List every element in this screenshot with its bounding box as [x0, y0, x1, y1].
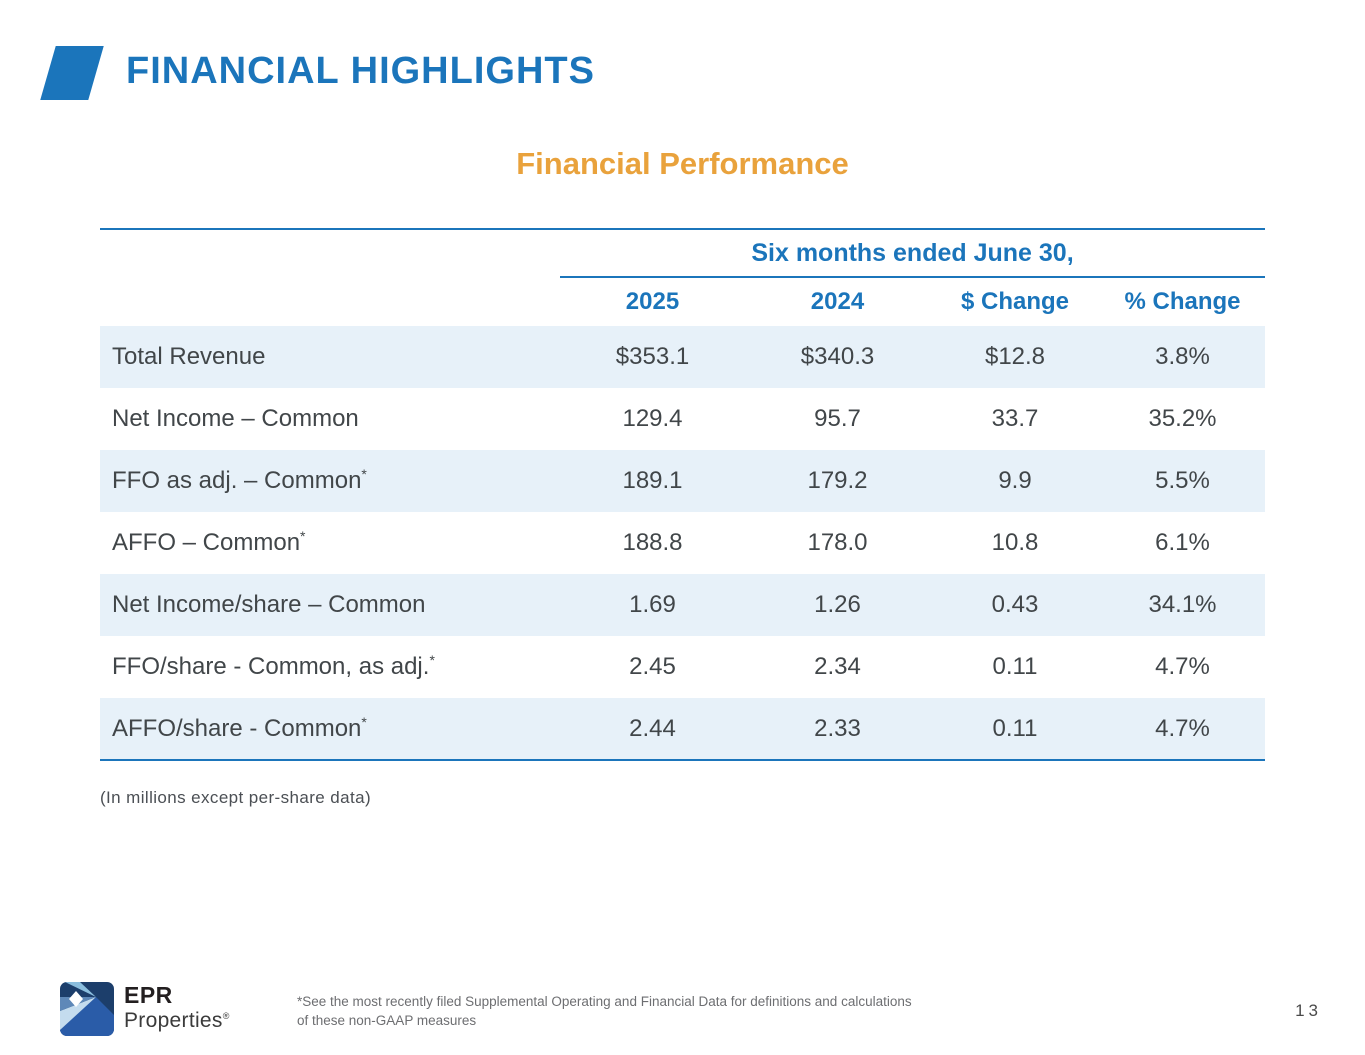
asterisk-footnote-marker: * — [429, 652, 435, 668]
footnote-line-1: *See the most recently filed Supplementa… — [297, 994, 912, 1009]
row-label: FFO as adj. – Common* — [112, 466, 367, 494]
asterisk-footnote-marker: * — [300, 528, 306, 544]
brand-text: EPR Properties® — [124, 982, 230, 1032]
row-label: AFFO/share - Common* — [100, 698, 560, 761]
value-cell: 3.8% — [1155, 343, 1210, 370]
table-row: Total Revenue $353.1 $340.3 $12.8 3.8% — [100, 326, 1265, 388]
value-cell: $340.3 — [800, 343, 875, 370]
value-cell: $353.1 — [615, 343, 690, 370]
financial-performance-table: Six months ended June 30, 2025 2024 $ Ch… — [100, 228, 1265, 761]
row-label: FFO/share - Common, as adj.* — [112, 652, 435, 680]
value-cell: 5.5% — [1155, 467, 1210, 494]
registered-mark: ® — [222, 1011, 230, 1021]
col-header-2025: 2025 — [625, 288, 680, 315]
table-body: Total Revenue $353.1 $340.3 $12.8 3.8% Net In… — [100, 326, 1265, 761]
col-header-dollar-change: $ Change — [960, 288, 1070, 315]
value-cell: 179.2 — [807, 467, 868, 494]
table-row: FFO as adj. – Common* 189.1 179.2 9.9 5.5% — [100, 450, 1265, 512]
value-cell: 1.69 — [629, 591, 676, 618]
row-label: AFFO – Common* — [112, 528, 306, 556]
value-cell: 10.8 — [991, 529, 1039, 556]
value-cell: 2.33 — [745, 698, 930, 761]
value-cell: 4.7% — [1155, 653, 1210, 680]
footnote-line-2: of these non-GAAP measures — [297, 1012, 477, 1028]
slide-subtitle: Financial Performance — [516, 146, 849, 181]
value-cell: 189.1 — [622, 467, 683, 494]
row-label: Net Income/share – Common — [112, 591, 426, 618]
value-cell: 129.4 — [622, 405, 683, 432]
value-cell: 0.43 — [991, 591, 1039, 618]
epr-logo-icon — [60, 982, 114, 1036]
table-row: FFO/share - Common, as adj.* 2.45 2.34 0.11… — [100, 636, 1265, 698]
value-cell: 2.44 — [560, 698, 745, 761]
value-cell: 34.1% — [1148, 591, 1217, 618]
value-cell: 33.7 — [991, 405, 1039, 432]
col-header-percent-change: % Change — [1124, 288, 1241, 315]
page-number: 13 — [1295, 1001, 1322, 1020]
value-cell: $12.8 — [984, 343, 1046, 370]
col-header-2024: 2024 — [810, 288, 865, 315]
units-note: (In millions except per-share data) — [100, 788, 372, 807]
title-marker-parallelogram-icon — [40, 46, 104, 100]
span-header: Six months ended June 30, — [560, 228, 1265, 278]
asterisk-footnote-marker: * — [361, 466, 367, 482]
row-label: Net Income – Common — [112, 405, 359, 432]
value-cell: 2.45 — [629, 653, 676, 680]
table-column-header-row: 2025 2024 $ Change % Change — [100, 277, 1265, 326]
asterisk-footnote-marker: * — [361, 713, 367, 730]
value-cell: 2.34 — [814, 653, 861, 680]
brand-name: EPR — [124, 982, 173, 1008]
value-cell: 95.7 — [814, 405, 861, 432]
table-row: Net Income – Common 129.4 95.7 33.7 35.2% — [100, 388, 1265, 450]
row-label: Total Revenue — [112, 343, 266, 370]
value-cell: 9.9 — [998, 467, 1032, 494]
page-title: FINANCIAL HIGHLIGHTS — [126, 50, 595, 92]
value-cell: 188.8 — [622, 529, 683, 556]
value-cell: 0.11 — [930, 698, 1100, 761]
footnote: *See the most recently filed Supplementa… — [297, 993, 912, 1031]
table-row: Net Income/share – Common 1.69 1.26 0.43 34.… — [100, 574, 1265, 636]
brand-subname: Properties® — [124, 1009, 230, 1032]
table-corner-cell — [100, 228, 560, 277]
table-row: AFFO/share - Common* 2.44 2.33 0.11 4.7% — [100, 698, 1265, 761]
value-cell: 4.7% — [1100, 698, 1265, 761]
table-corner-cell — [100, 277, 560, 326]
value-cell: 35.2% — [1148, 405, 1217, 432]
value-cell: 0.11 — [992, 653, 1038, 680]
table-span-header-row: Six months ended June 30, — [100, 228, 1265, 278]
value-cell: 1.26 — [814, 591, 861, 618]
value-cell: 178.0 — [807, 529, 868, 556]
value-cell: 6.1% — [1155, 529, 1210, 556]
table-row: AFFO – Common* 188.8 178.0 10.8 6.1% — [100, 512, 1265, 574]
